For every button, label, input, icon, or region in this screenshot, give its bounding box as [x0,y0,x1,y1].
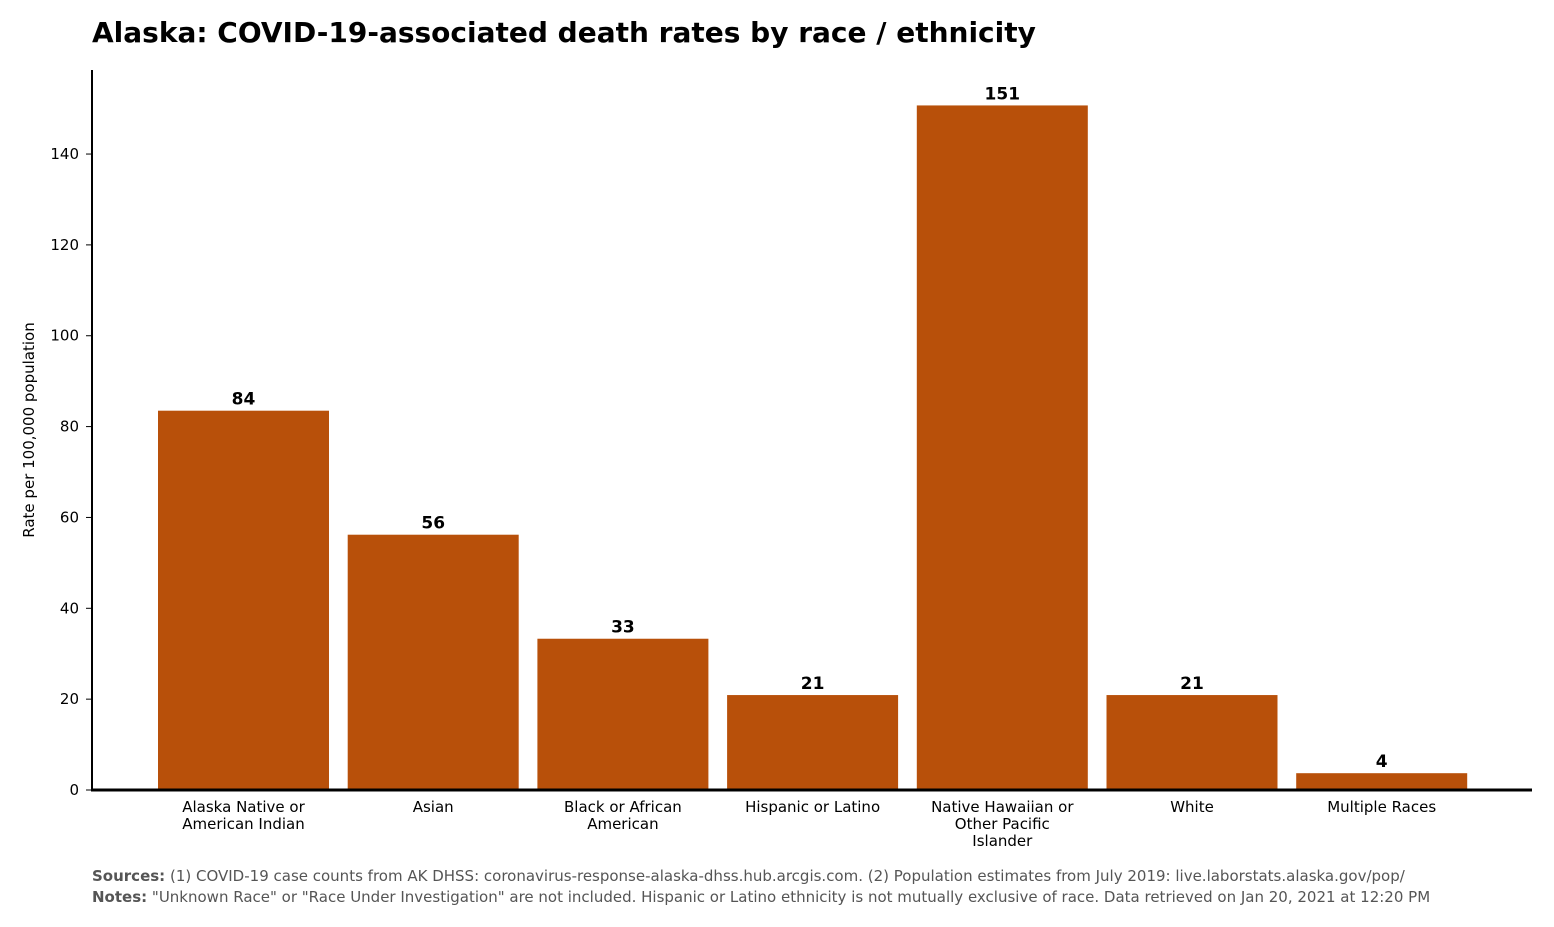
bar-value-label: 33 [611,618,635,638]
x-tick-label: Black or African American [564,798,682,833]
bar-value-label: 21 [1180,674,1204,694]
x-tick-label: White [1170,798,1214,816]
x-tick-label: Alaska Native or American Indian [182,798,305,833]
bar [347,534,519,790]
bar-value-label: 56 [421,514,445,534]
bar [1106,695,1278,790]
bar-value-label: 84 [232,390,256,410]
x-tick-label: Native Hawaiian or Other Pacific Islander [931,798,1074,850]
bar [1296,773,1468,790]
bar [916,105,1088,790]
y-tick-label: 80 [60,418,79,436]
y-axis: 0 20 40 60 80 100 120 140 [50,70,93,799]
sources-label: Sources: [92,867,166,885]
y-tick-label: 100 [50,327,79,345]
bars-group: 84 56 33 21 151 21 4 [158,84,1468,790]
y-axis-label: Rate per 100,000 population [20,322,38,537]
x-tick-label: Hispanic or Latino [745,798,880,816]
y-tick-label: 20 [60,690,79,708]
y-tick-label: 60 [60,508,79,526]
bar [537,638,709,790]
x-tick-label: Multiple Races [1327,798,1436,816]
x-tick-label: Asian [413,798,454,816]
notes-text: "Unknown Race" or "Race Under Investigat… [151,888,1431,906]
bar-value-label: 21 [801,674,825,694]
bar-value-label: 4 [1376,752,1388,772]
x-axis: Alaska Native or American Indian Asian Blac… [91,788,1532,850]
bar [727,695,899,790]
y-tick-label: 0 [69,781,79,799]
sources-note: Sources: (1) COVID-19 case counts from A… [92,867,1405,885]
y-tick-label: 140 [50,145,79,163]
notes-note: Notes: "Unknown Race" or "Race Under Inv… [92,888,1430,906]
chart-title: Alaska: COVID-19-associated death rates … [92,16,1036,49]
y-tick-label: 40 [60,599,79,617]
sources-text: (1) COVID-19 case counts from AK DHSS: c… [169,867,1405,885]
bar-value-label: 151 [985,84,1021,104]
bar [158,410,329,790]
y-tick-label: 120 [50,236,79,254]
notes-label: Notes: [92,888,148,906]
